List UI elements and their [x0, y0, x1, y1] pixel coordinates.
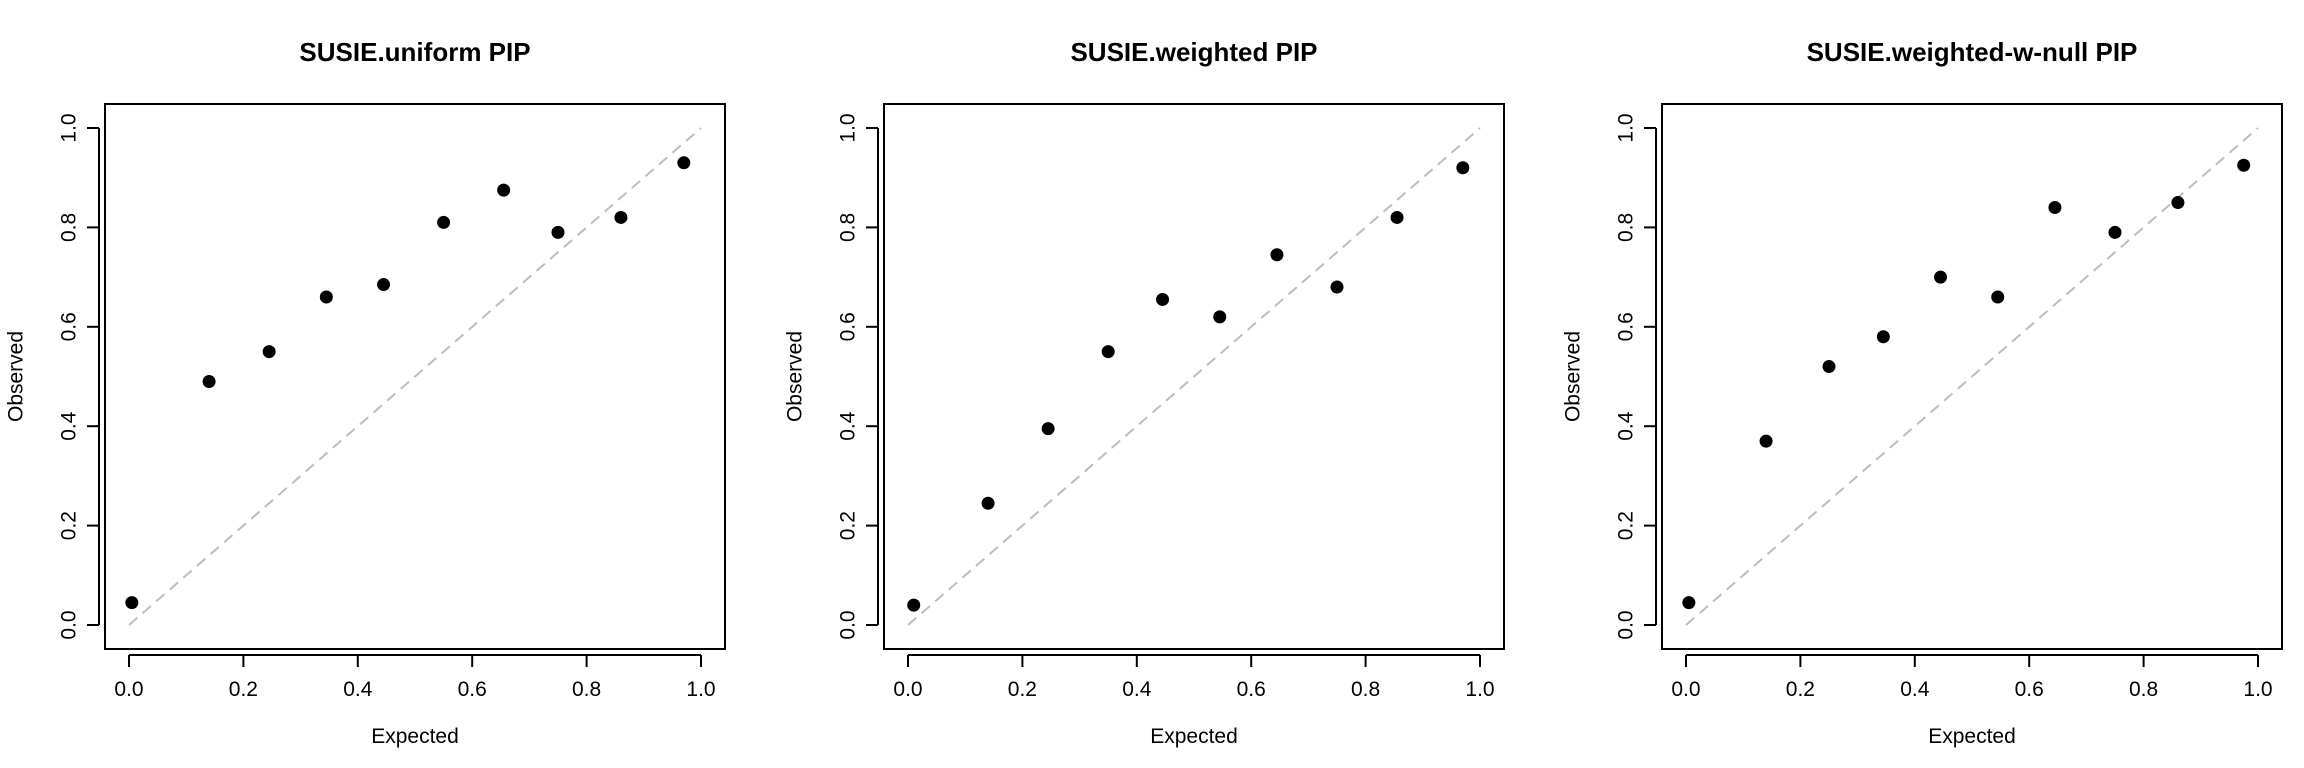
x-tick-label: 0.0 — [893, 678, 922, 701]
panel-1: SUSIE.uniform PIP 0.0 0.2 0.4 0.6 0.8 1.0 Expec… — [5, 37, 726, 748]
x-tick-label: 0.6 — [1237, 678, 1266, 701]
y-tick-label: 0.8 — [1615, 213, 1638, 242]
data-point — [1934, 270, 1948, 284]
plot-frame — [883, 103, 1505, 650]
y-tick-label: 0.0 — [58, 610, 81, 639]
data-point — [2048, 201, 2062, 215]
x-tick-label: 1.0 — [686, 678, 715, 701]
y-tick-label: 1.0 — [58, 113, 81, 142]
y-tick-label: 0.8 — [58, 213, 81, 242]
data-point — [1682, 596, 1696, 610]
data-point — [1213, 310, 1227, 324]
data-point — [1876, 330, 1890, 344]
panel-3: SUSIE.weighted-w-null PIP 0.0 0.2 0.4 0.6 0.8… — [1562, 37, 2283, 748]
x-axis-label: Expected — [1928, 725, 2016, 748]
data-point — [1156, 292, 1170, 306]
x-tick-label: 0.2 — [229, 678, 258, 701]
chart-title: SUSIE.weighted-w-null PIP — [1807, 37, 2138, 67]
data-point — [1390, 210, 1404, 224]
data-point — [2237, 158, 2251, 172]
x-tick-label: 1.0 — [2243, 678, 2272, 701]
y-tick-label: 0.4 — [1615, 411, 1638, 441]
x-tick-label: 0.8 — [1351, 678, 1380, 701]
data-point — [1041, 422, 1055, 436]
data-point — [202, 374, 216, 388]
x-tick-label: 0.0 — [1671, 678, 1700, 701]
data-point — [677, 156, 691, 170]
data-point — [2108, 225, 2122, 239]
data-point — [1991, 290, 2005, 304]
y-tick-label: 0.8 — [837, 213, 860, 242]
data-point — [1330, 280, 1344, 294]
reference-diagonal-line — [1685, 127, 2259, 626]
chart-title: SUSIE.uniform PIP — [299, 37, 530, 67]
data-point — [1456, 161, 1470, 175]
y-tick-label: 1.0 — [1615, 113, 1638, 142]
panel-2: SUSIE.weighted PIP 0.0 0.2 0.4 0.6 0.8 1.0 Expe… — [784, 37, 1505, 748]
chart-title: SUSIE.weighted PIP — [1070, 37, 1317, 67]
x-tick-label: 0.6 — [2015, 678, 2044, 701]
data-point — [497, 183, 511, 197]
data-point — [1270, 248, 1284, 262]
y-tick-label: 0.2 — [837, 511, 860, 540]
plot-frame — [104, 103, 726, 650]
x-axis-label: Expected — [371, 725, 459, 748]
reference-diagonal-line — [128, 127, 702, 626]
data-point — [981, 496, 995, 510]
y-tick-label: 0.6 — [58, 312, 81, 341]
y-tick-label: 0.0 — [837, 610, 860, 639]
data-point — [1101, 345, 1115, 359]
y-tick-label: 0.0 — [1615, 610, 1638, 639]
y-axis-label: Observed — [5, 331, 28, 422]
y-tick-label: 0.2 — [1615, 511, 1638, 540]
x-axis-label: Expected — [1150, 725, 1238, 748]
data-point — [319, 290, 333, 304]
data-point — [1759, 434, 1773, 448]
x-tick-label: 0.2 — [1786, 678, 1815, 701]
data-point — [614, 210, 628, 224]
x-tick-label: 0.8 — [572, 678, 601, 701]
y-tick-label: 0.2 — [58, 511, 81, 540]
data-point — [377, 278, 391, 292]
x-tick-label: 1.0 — [1465, 678, 1494, 701]
x-tick-label: 0.4 — [343, 678, 373, 701]
data-point — [551, 225, 565, 239]
x-tick-label: 0.4 — [1122, 678, 1152, 701]
x-tick-label: 0.8 — [2129, 678, 2158, 701]
y-tick-label: 1.0 — [837, 113, 860, 142]
data-point — [437, 215, 451, 229]
y-axis-label: Observed — [784, 331, 807, 422]
y-axis-label: Observed — [1562, 331, 1585, 422]
data-point — [2171, 196, 2185, 210]
data-point — [907, 598, 921, 612]
y-tick-label: 0.4 — [837, 411, 860, 441]
x-tick-label: 0.2 — [1008, 678, 1037, 701]
x-tick-label: 0.4 — [1900, 678, 1930, 701]
plot-frame — [1661, 103, 2283, 650]
data-point — [262, 345, 276, 359]
y-tick-label: 0.6 — [837, 312, 860, 341]
y-tick-label: 0.6 — [1615, 312, 1638, 341]
x-tick-label: 0.0 — [114, 678, 143, 701]
data-point — [1822, 360, 1836, 374]
reference-diagonal-line — [907, 127, 1481, 626]
x-tick-label: 0.6 — [458, 678, 487, 701]
y-tick-label: 0.4 — [58, 411, 81, 441]
data-point — [125, 596, 139, 610]
